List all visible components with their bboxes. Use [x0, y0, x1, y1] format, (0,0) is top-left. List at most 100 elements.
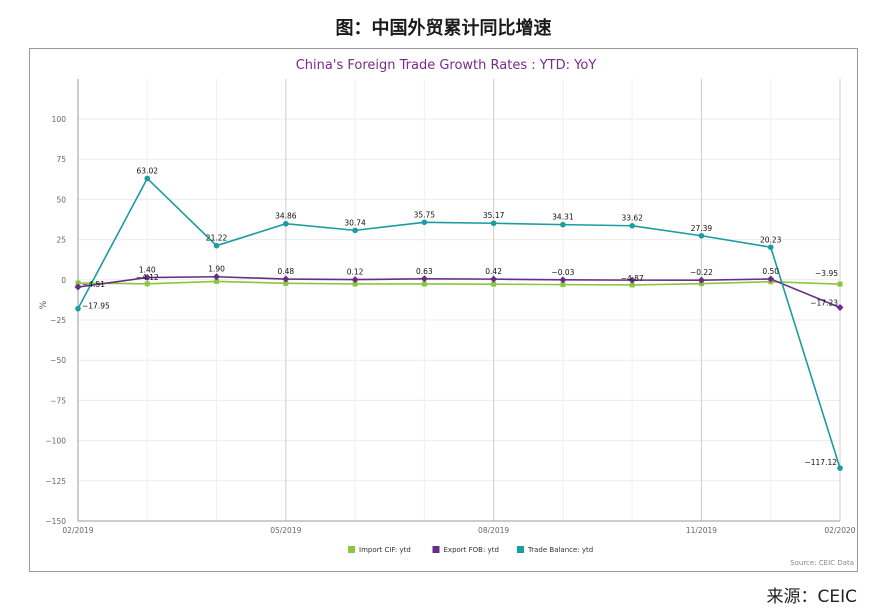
trade-balance-point [144, 175, 151, 182]
trade-balance-point [629, 222, 635, 229]
export-data-label: 0.63 [416, 267, 433, 276]
y-tick-label: 50 [56, 195, 66, 204]
legend-label: Import CIF: ytd [359, 546, 411, 554]
import-data-label: −4.12 [136, 273, 159, 282]
chart-source: Source: CEIC Data [790, 559, 854, 567]
x-axis: 02/2019 05/2019 08/2019 11/2019 02/2020 [62, 520, 856, 535]
import-point [698, 281, 704, 287]
trade_balance-data-label: 21.22 [206, 234, 228, 243]
import-point [837, 281, 843, 287]
trade-balance-point [560, 221, 566, 228]
y-tick-label: 25 [56, 236, 66, 245]
legend-item-import[interactable]: Import CIF: ytd [348, 546, 411, 554]
export-point [559, 276, 567, 284]
y-tick-label: −75 [50, 396, 66, 405]
x-tick-label: 02/2020 [824, 526, 855, 535]
import-point [214, 278, 220, 284]
legend[interactable]: Import CIF: ytd Export FOB: ytd Trade Bala… [348, 546, 593, 554]
y-tick-label: −125 [45, 477, 66, 486]
y-tick-label: 75 [56, 155, 66, 164]
export-point [282, 275, 290, 283]
trade-balance-point [767, 244, 774, 251]
trade_balance-data-label: −117.12 [804, 458, 837, 467]
import-point [352, 281, 358, 287]
x-tick-label: 11/2019 [686, 526, 717, 535]
trade-balance-point [75, 305, 81, 312]
trade_balance-data-label: 35.75 [414, 210, 436, 219]
trade_balance-data-label: 30.74 [344, 218, 366, 227]
chart-title: China's Foreign Trade Growth Rates : YTD… [296, 58, 597, 73]
trade-balance-point [213, 242, 220, 249]
y-axis: −150 −125 −100 −75 −50 −25 0 25 50 75 100 [45, 79, 79, 526]
export-point [490, 275, 498, 283]
trade-balance-point [837, 465, 843, 471]
trade-balance-point [283, 220, 289, 227]
trade-balance-point [490, 220, 497, 227]
data-labels: −3.95 −4.51 1.40 1.90 0.48 0.12 0.63 0.42 −0.03 −… [82, 166, 838, 467]
export-point [213, 273, 221, 281]
import-point [629, 282, 635, 288]
line-chart: China's Foreign Trade Growth Rates : YTD… [39, 58, 856, 567]
legend-label: Export FOB: ytd [444, 546, 499, 554]
export-data-label: −0.03 [551, 268, 574, 277]
export-data-label: 1.90 [208, 265, 225, 274]
export-data-label: 0.12 [347, 268, 364, 277]
y-tick-label: −50 [50, 356, 66, 365]
trade-balance-point [698, 232, 705, 239]
export-point [836, 304, 844, 312]
y-tick-label: −25 [50, 316, 66, 325]
import-point [560, 282, 566, 288]
trade_balance-data-label: 63.02 [137, 166, 159, 175]
grid [77, 79, 841, 522]
export-data-label: 0.42 [485, 267, 502, 276]
export-point [767, 275, 775, 283]
figure-title: 图：中国外贸累计同比增速 [335, 18, 552, 39]
export-data-label: −4.51 [82, 280, 105, 289]
export-line [77, 275, 841, 309]
export-point [628, 276, 636, 284]
y-tick-label: −150 [45, 517, 66, 526]
trade_balance-data-label: 27.39 [691, 224, 713, 233]
trade-balance-point [421, 219, 428, 226]
export-data-label: −0.22 [690, 268, 713, 277]
import-point [75, 280, 81, 286]
source-note: 来源：CEIC [766, 587, 858, 607]
series-points [74, 175, 844, 471]
import-data-label: −3.95 [815, 269, 838, 278]
y-tick-label: 100 [52, 115, 67, 124]
chart-frame: China's Foreign Trade Growth Rates : YTD… [29, 48, 858, 572]
export-point [143, 274, 151, 282]
import-point [421, 281, 427, 287]
trade-balance-point [352, 227, 358, 234]
export-data-label: 0.48 [277, 267, 294, 276]
x-tick-label: 08/2019 [478, 526, 509, 535]
trade_balance-data-label: 34.31 [552, 213, 574, 222]
trade_balance-data-label: 34.86 [275, 212, 297, 221]
export-point [74, 283, 82, 291]
import-data-label: −4.87 [621, 274, 644, 283]
ylabel: % [39, 300, 49, 309]
legend-label: Trade Balance: ytd [527, 546, 593, 554]
legend-item-export[interactable]: Export FOB: ytd [432, 546, 499, 554]
import-line [77, 280, 841, 286]
trade_balance-data-label: 35.17 [483, 211, 505, 220]
export-data-label: 0.50 [762, 267, 779, 276]
trade_balance-data-label: 20.23 [760, 235, 782, 244]
import-point [144, 281, 150, 287]
export-data-label: −17.23 [810, 299, 838, 308]
import-point [491, 281, 497, 287]
legend-swatch [517, 546, 524, 553]
x-tick-label: 02/2019 [62, 526, 93, 535]
export-point [351, 276, 359, 284]
y-tick-label: 0 [61, 276, 66, 285]
import-point [283, 280, 289, 286]
series-lines [77, 177, 841, 469]
legend-swatch [348, 546, 355, 553]
legend-item-trade_balance[interactable]: Trade Balance: ytd [517, 546, 593, 554]
export-point [697, 276, 705, 284]
export-data-label: 1.40 [139, 266, 156, 275]
trade_balance-data-label: 33.62 [621, 214, 643, 223]
y-tick-label: −100 [45, 437, 66, 446]
export-point [420, 275, 428, 283]
x-tick-label: 05/2019 [270, 526, 301, 535]
